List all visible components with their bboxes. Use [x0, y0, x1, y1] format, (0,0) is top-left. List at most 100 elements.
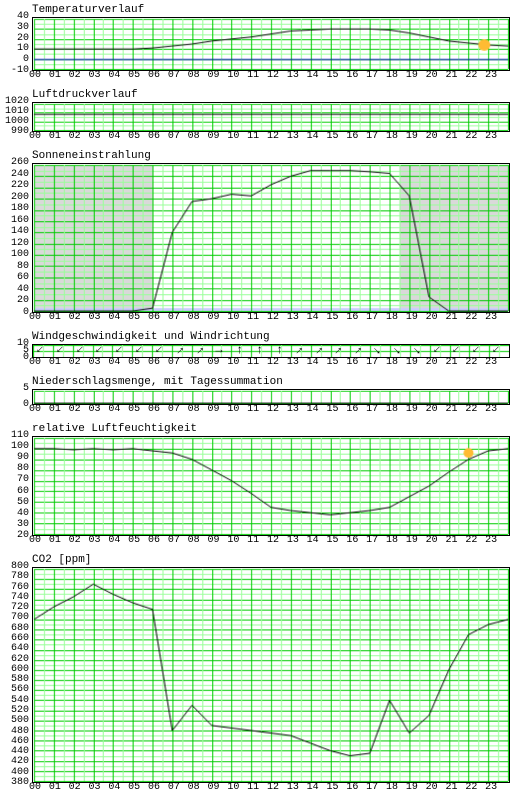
chart-solar: Sonneneinstrahlung2602402202001801601401…	[6, 150, 512, 325]
wind-arrow: →	[215, 344, 222, 356]
x-tick-label: 02	[69, 536, 81, 546]
y-tick-label: 100	[11, 442, 29, 452]
x-tick-label: 18	[386, 536, 398, 546]
x-tick-label: 11	[247, 536, 259, 546]
x-tick-label: 12	[267, 132, 279, 142]
wind-arrow-strip: →→→→→→→→→→→→→→→→→→→→→→→→	[32, 344, 510, 358]
x-tick-label: 00	[29, 313, 41, 323]
x-tick-label: 15	[327, 783, 339, 793]
chart-precip: Niederschlagsmenge, mit Tagessummation50…	[6, 376, 512, 417]
chart-co2: CO2 [ppm]8007807607407207006806606406206…	[6, 554, 512, 795]
x-tick-label: 04	[108, 71, 120, 81]
x-tick-label: 00	[29, 358, 41, 368]
x-tick-label: 02	[69, 783, 81, 793]
x-tick-label: 17	[366, 132, 378, 142]
x-tick-label: 01	[49, 536, 61, 546]
x-tick-label: 19	[406, 71, 418, 81]
x-tick-label: 18	[386, 132, 398, 142]
x-tick-label: 04	[108, 783, 120, 793]
y-axis-solar: 260240220200180160140120100806040200	[6, 163, 32, 313]
chart-title-wind: Windgeschwindigkeit und Windrichtung	[32, 331, 512, 343]
x-axis-solar: 0001020304050607080910111213141516171819…	[34, 313, 512, 325]
y-tick-label: 30	[17, 23, 29, 33]
plot-area-co2	[32, 567, 512, 783]
x-tick-label: 17	[366, 358, 378, 368]
x-tick-label: 21	[446, 132, 458, 142]
x-tick-label: 01	[49, 358, 61, 368]
x-tick-label: 16	[346, 313, 358, 323]
y-tick-label: 5	[23, 384, 29, 394]
x-tick-label: 18	[386, 358, 398, 368]
x-tick-label: 23	[485, 313, 497, 323]
x-tick-label: 18	[386, 783, 398, 793]
y-tick-label: 160	[11, 216, 29, 226]
x-tick-label: 21	[446, 313, 458, 323]
x-tick-label: 21	[446, 536, 458, 546]
y-axis-temp: 403020100-10	[6, 17, 32, 71]
x-tick-label: 20	[426, 358, 438, 368]
y-tick-label: 990	[11, 127, 29, 137]
x-tick-label: 09	[208, 783, 220, 793]
y-tick-label: 780	[11, 572, 29, 582]
chart-canvas-co2	[32, 567, 510, 783]
x-tick-label: 09	[208, 358, 220, 368]
y-tick-label: 20	[17, 531, 29, 541]
x-tick-label: 03	[89, 783, 101, 793]
x-tick-label: 01	[49, 405, 61, 415]
wind-arrow: →	[273, 346, 285, 353]
y-tick-label: 20	[17, 34, 29, 44]
x-tick-label: 10	[227, 313, 239, 323]
x-axis-temp: 0001020304050607080910111213141516171819…	[34, 71, 512, 83]
x-tick-label: 14	[307, 405, 319, 415]
x-tick-label: 13	[287, 313, 299, 323]
x-tick-label: 19	[406, 313, 418, 323]
plot-area-pressure	[32, 102, 512, 132]
x-tick-label: 13	[287, 71, 299, 81]
x-tick-label: 05	[128, 313, 140, 323]
x-tick-label: 19	[406, 132, 418, 142]
y-tick-label: 20	[17, 296, 29, 306]
x-tick-label: 06	[148, 358, 160, 368]
x-tick-label: 05	[128, 71, 140, 81]
x-tick-label: 22	[465, 536, 477, 546]
x-tick-label: 03	[89, 536, 101, 546]
x-tick-label: 23	[485, 132, 497, 142]
x-tick-label: 02	[69, 358, 81, 368]
x-tick-label: 03	[89, 358, 101, 368]
x-tick-label: 23	[485, 71, 497, 81]
y-tick-label: 0	[23, 55, 29, 65]
x-tick-label: 14	[307, 536, 319, 546]
y-tick-label: -10	[11, 66, 29, 76]
x-tick-label: 20	[426, 783, 438, 793]
x-tick-label: 04	[108, 536, 120, 546]
chart-title-temp: Temperaturverlauf	[32, 4, 512, 16]
x-tick-label: 06	[148, 536, 160, 546]
y-axis-co2: 8007807607407207006806606406206005805605…	[6, 567, 32, 783]
x-tick-label: 22	[465, 71, 477, 81]
chart-title-pressure: Luftdruckverlauf	[32, 89, 512, 101]
x-tick-label: 05	[128, 536, 140, 546]
chart-title-humidity: relative Luftfeuchtigkeit	[32, 423, 512, 435]
x-tick-label: 03	[89, 313, 101, 323]
x-tick-label: 12	[267, 358, 279, 368]
y-tick-label: 60	[17, 487, 29, 497]
x-tick-label: 20	[426, 536, 438, 546]
y-tick-label: 500	[11, 716, 29, 726]
x-tick-label: 15	[327, 536, 339, 546]
y-axis-precip: 50	[6, 389, 32, 405]
x-axis-co2: 0001020304050607080910111213141516171819…	[34, 783, 512, 795]
x-tick-label: 22	[465, 313, 477, 323]
x-tick-label: 12	[267, 783, 279, 793]
x-tick-label: 12	[267, 536, 279, 546]
x-tick-label: 17	[366, 313, 378, 323]
x-tick-label: 13	[287, 783, 299, 793]
x-tick-label: 02	[69, 132, 81, 142]
y-axis-wind: 1050	[6, 344, 32, 358]
x-tick-label: 09	[208, 536, 220, 546]
x-tick-label: 07	[168, 313, 180, 323]
x-tick-label: 08	[188, 405, 200, 415]
x-tick-label: 04	[108, 358, 120, 368]
x-tick-label: 08	[188, 132, 200, 142]
x-tick-label: 09	[208, 132, 220, 142]
x-tick-label: 23	[485, 405, 497, 415]
